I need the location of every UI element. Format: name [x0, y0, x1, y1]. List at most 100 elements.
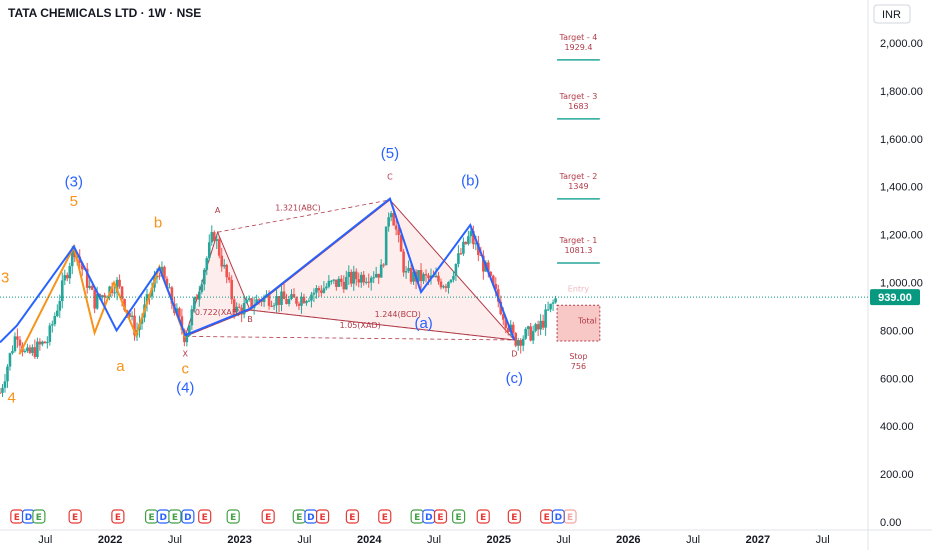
event-marker-label: E [14, 513, 20, 523]
event-marker-label: E [349, 513, 355, 523]
candle [419, 270, 423, 282]
event-marker[interactable] [433, 509, 448, 524]
candle [118, 279, 121, 287]
risk-box[interactable] [556, 304, 601, 342]
candle [260, 300, 263, 302]
candle [345, 277, 348, 290]
candle [359, 274, 363, 283]
total-label: Total [577, 316, 597, 325]
target-value: 1683 [568, 102, 588, 111]
candle [123, 299, 126, 311]
event-marker-label: E [544, 513, 550, 523]
candle [320, 290, 323, 293]
candle [364, 281, 368, 283]
event-marker[interactable] [563, 509, 577, 524]
currency-label[interactable]: INR [882, 9, 901, 21]
candle [190, 309, 194, 326]
event-marker[interactable] [452, 509, 466, 524]
candle [362, 274, 366, 283]
wave-label: c [182, 361, 190, 378]
candle [16, 336, 19, 340]
target-name: Target - 4 [559, 33, 598, 42]
candle [491, 275, 495, 284]
candle [295, 297, 298, 304]
y-tick-label: 400.00 [880, 421, 914, 433]
candle [454, 263, 458, 276]
candle [382, 264, 385, 266]
candle [205, 258, 209, 270]
candle [409, 268, 413, 282]
candle [387, 217, 390, 227]
candle [237, 306, 241, 308]
harmonic-point-label: X [183, 350, 189, 359]
candle [178, 308, 181, 317]
candle [242, 302, 246, 315]
candle [392, 213, 395, 226]
event-marker[interactable] [168, 509, 182, 524]
x-tick-label: 2022 [98, 534, 122, 546]
harmonic-point-label: A [215, 206, 221, 215]
y-tick-label: 1,600.00 [880, 134, 923, 146]
candle [88, 285, 91, 288]
candle [240, 307, 243, 315]
candle [541, 320, 545, 328]
event-marker[interactable] [261, 509, 275, 524]
x-tick-label: Jul [686, 534, 700, 546]
candle [28, 347, 32, 353]
candle [437, 275, 440, 282]
wave-label: (a) [414, 315, 432, 332]
event-marker[interactable] [111, 509, 125, 524]
harmonic-ac-line [217, 199, 391, 233]
event-marker-label: E [172, 513, 178, 523]
event-marker[interactable] [181, 509, 195, 524]
candle [287, 299, 291, 304]
candle [439, 281, 443, 288]
x-tick-label: 2024 [357, 534, 382, 546]
candle [315, 288, 318, 293]
event-marker[interactable] [507, 509, 521, 524]
event-marker[interactable] [226, 509, 240, 524]
candle [546, 309, 550, 311]
target-value: 1349 [568, 182, 588, 191]
candle [3, 381, 7, 388]
y-tick-label: 1,200.00 [880, 230, 923, 242]
event-marker[interactable] [551, 509, 565, 524]
candle [41, 341, 44, 345]
currency-button[interactable] [873, 4, 911, 24]
candle [36, 341, 39, 357]
candle [38, 341, 42, 345]
event-marker[interactable] [32, 509, 46, 524]
candle [93, 289, 96, 309]
candle [521, 338, 525, 346]
event-marker-label: E [265, 513, 271, 523]
event-marker-label: E [511, 513, 517, 523]
last-price-badge[interactable] [870, 289, 920, 306]
event-marker[interactable] [198, 509, 212, 524]
event-marker[interactable] [345, 509, 359, 524]
event-marker[interactable] [315, 509, 330, 524]
candle [188, 325, 191, 336]
candle [0, 392, 2, 394]
event-marker[interactable] [378, 509, 392, 524]
candle [335, 279, 338, 287]
candle [247, 298, 251, 300]
event-marker[interactable] [476, 509, 490, 524]
candle [394, 225, 398, 230]
price-axis[interactable] [868, 0, 932, 550]
candle [31, 347, 34, 353]
candle [11, 351, 14, 354]
event-marker[interactable] [68, 509, 82, 524]
candle [399, 234, 403, 252]
candle [347, 271, 351, 278]
candle [227, 277, 231, 280]
wave-label: (4) [176, 380, 194, 397]
candle [95, 293, 99, 309]
target-name: Target - 3 [559, 92, 598, 101]
candle [217, 239, 221, 256]
harmonic-xab [184, 230, 251, 338]
candle [302, 296, 306, 304]
candle [407, 268, 410, 272]
event-marker-label: D [25, 513, 32, 523]
